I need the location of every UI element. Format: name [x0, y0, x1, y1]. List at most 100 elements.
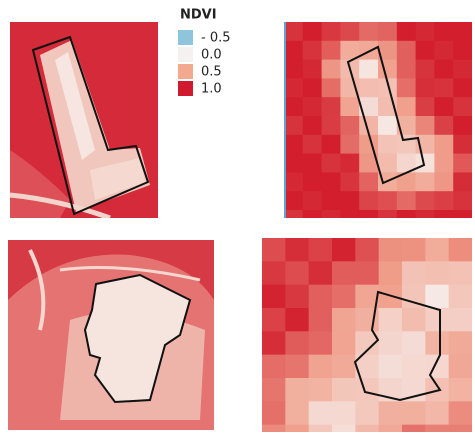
pixel	[453, 22, 472, 42]
pixel	[308, 308, 333, 332]
pixel	[378, 134, 398, 155]
pixel	[378, 78, 398, 98]
pixel	[453, 191, 472, 211]
pixel	[308, 238, 333, 262]
pixel	[434, 153, 454, 173]
pixel	[453, 78, 472, 98]
pixel	[321, 22, 341, 42]
pixel	[415, 59, 435, 79]
pixel	[332, 401, 356, 426]
pixel	[402, 261, 426, 286]
pixel	[396, 172, 417, 192]
pixel	[321, 134, 341, 155]
pixel	[434, 59, 454, 79]
pixel	[332, 354, 356, 379]
pixel	[415, 210, 435, 218]
pixel	[302, 78, 323, 98]
pixel	[359, 59, 379, 79]
pixel	[434, 116, 454, 136]
pixel	[285, 284, 310, 309]
pixel	[425, 308, 450, 332]
pixel	[302, 22, 323, 42]
pixel	[453, 97, 472, 117]
pixel	[402, 424, 426, 432]
pixel	[378, 153, 398, 173]
pixel	[321, 210, 341, 218]
pixel	[434, 22, 454, 42]
pixel	[453, 59, 472, 79]
pixel	[284, 134, 304, 155]
pixel	[359, 78, 379, 98]
pixel	[402, 308, 426, 332]
pixel	[448, 378, 472, 402]
pixel	[396, 97, 417, 117]
pixel	[284, 210, 304, 218]
pixel	[340, 97, 360, 117]
pixel	[302, 40, 323, 61]
pixel	[340, 40, 360, 61]
pixel	[359, 191, 379, 211]
pixel	[355, 378, 380, 402]
pixel	[308, 331, 333, 356]
pixel	[415, 172, 435, 192]
pixel	[355, 331, 380, 356]
pixel	[340, 191, 360, 211]
pixel	[340, 210, 360, 218]
pixel	[396, 116, 417, 136]
pixel	[378, 210, 398, 218]
pixel	[321, 116, 341, 136]
building-outline	[353, 290, 442, 402]
pixel	[262, 284, 286, 309]
legend-swatch	[178, 64, 193, 79]
pixel	[415, 97, 435, 117]
legend-swatch	[178, 81, 193, 96]
pixel	[308, 424, 333, 432]
pixel	[321, 97, 341, 117]
pixel	[302, 191, 323, 211]
pixel	[332, 424, 356, 432]
pixel	[285, 378, 310, 402]
pixel	[302, 210, 323, 218]
pixel	[448, 284, 472, 309]
pixel	[340, 116, 360, 136]
pixel	[340, 22, 360, 42]
pixel	[434, 210, 454, 218]
pixel	[448, 354, 472, 379]
pixel	[378, 401, 403, 426]
pixel	[302, 116, 323, 136]
legend-label: 0.0	[201, 48, 222, 63]
pixel	[434, 78, 454, 98]
pixel	[284, 78, 304, 98]
pixel	[285, 238, 310, 262]
pixel	[355, 284, 380, 309]
pixel	[453, 116, 472, 136]
legend: NDVI - 0.5 0.0 0.5 1.0	[178, 8, 231, 97]
pixel	[285, 261, 310, 286]
pixel	[332, 284, 356, 309]
pixel	[448, 331, 472, 356]
pixel	[285, 401, 310, 426]
pixel	[378, 116, 398, 136]
pixel	[453, 40, 472, 61]
pixel	[453, 172, 472, 192]
pixel	[402, 238, 426, 262]
pixel	[415, 191, 435, 211]
pixel	[425, 331, 450, 356]
pixel	[415, 153, 435, 173]
pixel	[284, 59, 304, 79]
pixel	[302, 134, 323, 155]
pixel	[302, 97, 323, 117]
pixel	[332, 378, 356, 402]
pixel	[453, 210, 472, 218]
pixel	[332, 261, 356, 286]
pixel	[340, 134, 360, 155]
pixel	[396, 191, 417, 211]
pixel	[378, 261, 403, 286]
pixel	[332, 308, 356, 332]
pixel	[359, 134, 379, 155]
pixel	[302, 153, 323, 173]
pixel	[434, 134, 454, 155]
pixel	[321, 191, 341, 211]
map-panel-coarse-2	[262, 238, 472, 432]
